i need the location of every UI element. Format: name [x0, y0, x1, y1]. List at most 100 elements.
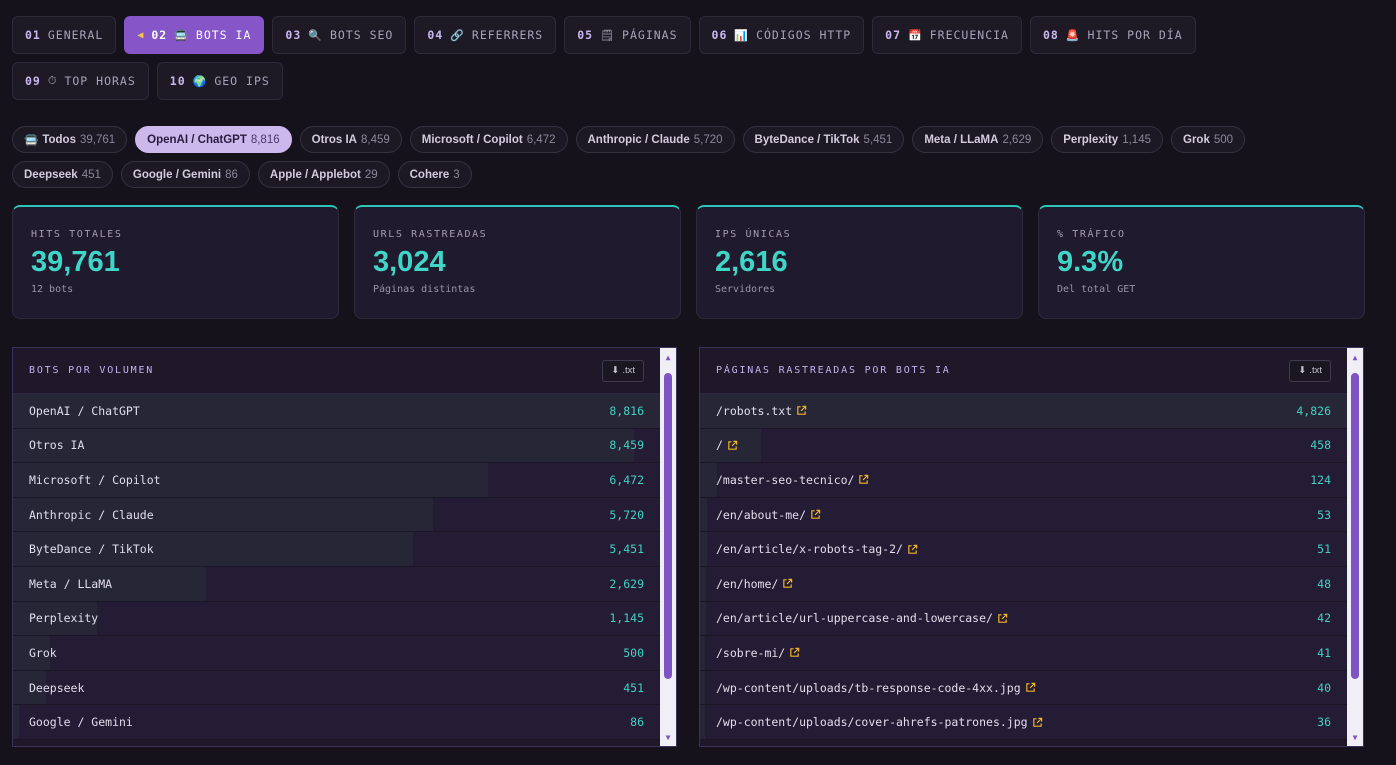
page-row[interactable]: /wp-content/uploads/tb-response-code-4xx… [700, 670, 1347, 706]
download-txt-button[interactable]: ⬇ .txt [602, 359, 644, 382]
external-link-icon[interactable] [858, 474, 869, 485]
external-link-icon[interactable] [782, 578, 793, 589]
scrollbar[interactable]: ▲ ▼ [660, 348, 676, 746]
bot-row[interactable]: Grok 500 [13, 636, 660, 671]
filter-label: Grok [1183, 133, 1210, 146]
external-link-icon[interactable] [1025, 682, 1036, 693]
page-path: /sobre-mi/ [716, 645, 786, 660]
external-link-icon[interactable] [796, 405, 807, 416]
external-link-icon[interactable] [810, 509, 821, 520]
stat-card: IPS ÚNICAS 2,616 Servidores [696, 205, 1023, 319]
filter-count: 39,761 [79, 133, 116, 146]
scroll-up-arrow-icon[interactable]: ▲ [1352, 352, 1358, 362]
page-row[interactable]: /en/article/x-robots-tag-2/51 [700, 532, 1347, 567]
external-link-icon[interactable] [727, 440, 738, 451]
scrollbar[interactable]: ▲ ▼ [1347, 348, 1363, 746]
tab-geo-ips[interactable]: 10 🌍 GEO IPS [156, 62, 283, 100]
tab-códigos-http[interactable]: 06 📊 CÓDIGOS HTTP [698, 16, 865, 54]
bot-row[interactable]: Google / Gemini 86 [13, 705, 660, 740]
page-row[interactable]: /robots.txt 4,826 [700, 394, 1347, 429]
filter-pill[interactable]: Deepseek 451 [12, 161, 113, 188]
volume-bar [13, 566, 206, 601]
scrollbar-thumb[interactable] [1351, 373, 1359, 680]
tab-bots-ia[interactable]: ◀ 02 🚍 BOTS IA [124, 16, 265, 54]
filter-pill[interactable]: Anthropic / Claude 5,720 [575, 126, 735, 153]
page-row[interactable]: /master-seo-tecnico/124 [700, 463, 1347, 498]
tab-label: CÓDIGOS HTTP [756, 28, 852, 42]
bot-name: ByteDance / TikTok [29, 542, 154, 557]
page-path: /wp-content/uploads/tb-response-code-4xx… [716, 680, 1021, 695]
tab-general[interactable]: 01 GENERAL [12, 16, 117, 54]
bot-row[interactable]: Anthropic / Claude 5,720 [13, 497, 660, 533]
filter-label: Microsoft / Copilot [421, 133, 523, 146]
external-link-icon[interactable] [997, 613, 1008, 624]
scroll-down-arrow-icon[interactable]: ▼ [665, 732, 671, 742]
panel-header: BOTS POR VOLUMEN ⬇ .txt [13, 348, 660, 394]
row-name: Meta / LLaMA [29, 577, 112, 591]
section-tabs: 01 GENERAL ◀ 02 🚍 BOTS IA 03 🔍 BOTS SEO 04 🔗 REFERR… [12, 16, 1312, 100]
bot-name: Google / Gemini [29, 715, 133, 730]
page-row[interactable]: / 458 [700, 428, 1347, 464]
tab-number: 03 [285, 28, 302, 42]
bot-filter-pills: 🚍 Todos 39,761 OpenAI / ChatGPT 8,816 Otros I… [12, 126, 1342, 188]
tab-label: FRECUENCIA [929, 28, 1009, 42]
page-row[interactable]: /en/article/url-uppercase-and-lowercase/… [700, 601, 1347, 637]
filter-pill[interactable]: Grok 500 [1171, 126, 1246, 153]
panel-title: PÁGINAS RASTREADAS POR BOTS IA [716, 365, 951, 376]
external-link-icon[interactable] [907, 544, 918, 555]
tab-label: HITS POR DÍA [1087, 28, 1183, 42]
filter-pill[interactable]: Meta / LLaMA 2,629 [912, 126, 1044, 153]
tab-icon: 🔗 [450, 28, 465, 42]
external-link-icon[interactable] [789, 647, 800, 658]
volume-bar [700, 566, 707, 601]
scroll-up-arrow-icon[interactable]: ▲ [665, 352, 671, 362]
tab-bots-seo[interactable]: 03 🔍 BOTS SEO [272, 16, 407, 54]
tab-top-horas[interactable]: 09 ⏱ TOP HORAS [12, 62, 149, 100]
scroll-down-arrow-icon[interactable]: ▼ [1352, 732, 1358, 742]
tab-páginas[interactable]: 05 🗒 PÁGINAS [564, 16, 691, 54]
filter-pill[interactable]: Perplexity 1,145 [1051, 126, 1163, 153]
bot-row[interactable]: Perplexity 1,145 [13, 601, 660, 637]
filter-pill[interactable]: Microsoft / Copilot 6,472 [409, 126, 568, 153]
download-icon: ⬇ [1298, 365, 1307, 376]
tab-hits-por-día[interactable]: 08 🚨 HITS POR DÍA [1029, 16, 1196, 54]
bot-row[interactable]: OpenAI / ChatGPT 8,816 [13, 394, 660, 429]
tab-frecuencia[interactable]: 07 📅 FRECUENCIA [872, 16, 1022, 54]
bot-row[interactable]: ByteDance / TikTok 5,451 [13, 532, 660, 567]
page-row[interactable]: /sobre-mi/41 [700, 636, 1347, 671]
tab-label: PÁGINAS [622, 28, 678, 42]
filter-count: 6,472 [526, 133, 556, 146]
volume-bar [13, 636, 50, 670]
scrollbar-thumb[interactable] [664, 373, 672, 680]
stat-card: HITS TOTALES 39,761 12 bots [12, 205, 339, 319]
page-row[interactable]: /en/home/48 [700, 566, 1347, 602]
bot-row[interactable]: Deepseek 451 [13, 670, 660, 706]
tab-number: 04 [427, 28, 444, 42]
bot-row[interactable]: Meta / LLaMA 2,629 [13, 566, 660, 602]
bot-row[interactable]: Microsoft / Copilot 6,472 [13, 463, 660, 498]
tab-referrers[interactable]: 04 🔗 REFERRERS [414, 16, 557, 54]
filter-pill[interactable]: Otros IA 8,459 [299, 126, 402, 153]
filter-count: 86 [225, 168, 238, 181]
filter-count: 29 [364, 168, 378, 181]
filter-pill[interactable]: 🚍 Todos 39,761 [12, 126, 128, 153]
page-row[interactable]: /en/about-me/53 [700, 497, 1347, 533]
tab-number: 05 [577, 28, 594, 42]
row-count: 6,472 [609, 472, 644, 487]
filter-pill[interactable]: ByteDance / TikTok 5,451 [742, 126, 905, 153]
tab-number: 09 [25, 74, 41, 88]
filter-pill[interactable]: OpenAI / ChatGPT 8,816 [135, 126, 292, 153]
row-count: 48 [1317, 576, 1331, 591]
volume-bar [13, 532, 413, 566]
external-link-icon[interactable] [1032, 717, 1043, 728]
filter-label: Apple / Applebot [269, 168, 361, 181]
volume-bar [13, 463, 488, 497]
bot-row[interactable]: Otros IA 8,459 [13, 428, 660, 464]
volume-bar [13, 428, 635, 463]
filter-pill[interactable]: Apple / Applebot 29 [257, 161, 390, 188]
page-row[interactable]: /wp-content/uploads/cover-ahrefs-patrone… [700, 705, 1347, 740]
download-txt-button[interactable]: ⬇ .txt [1289, 359, 1331, 382]
filter-pill[interactable]: Cohere 3 [397, 161, 472, 188]
page-path: /wp-content/uploads/cover-ahrefs-patrone… [716, 715, 1028, 730]
filter-pill[interactable]: Google / Gemini 86 [120, 161, 250, 188]
